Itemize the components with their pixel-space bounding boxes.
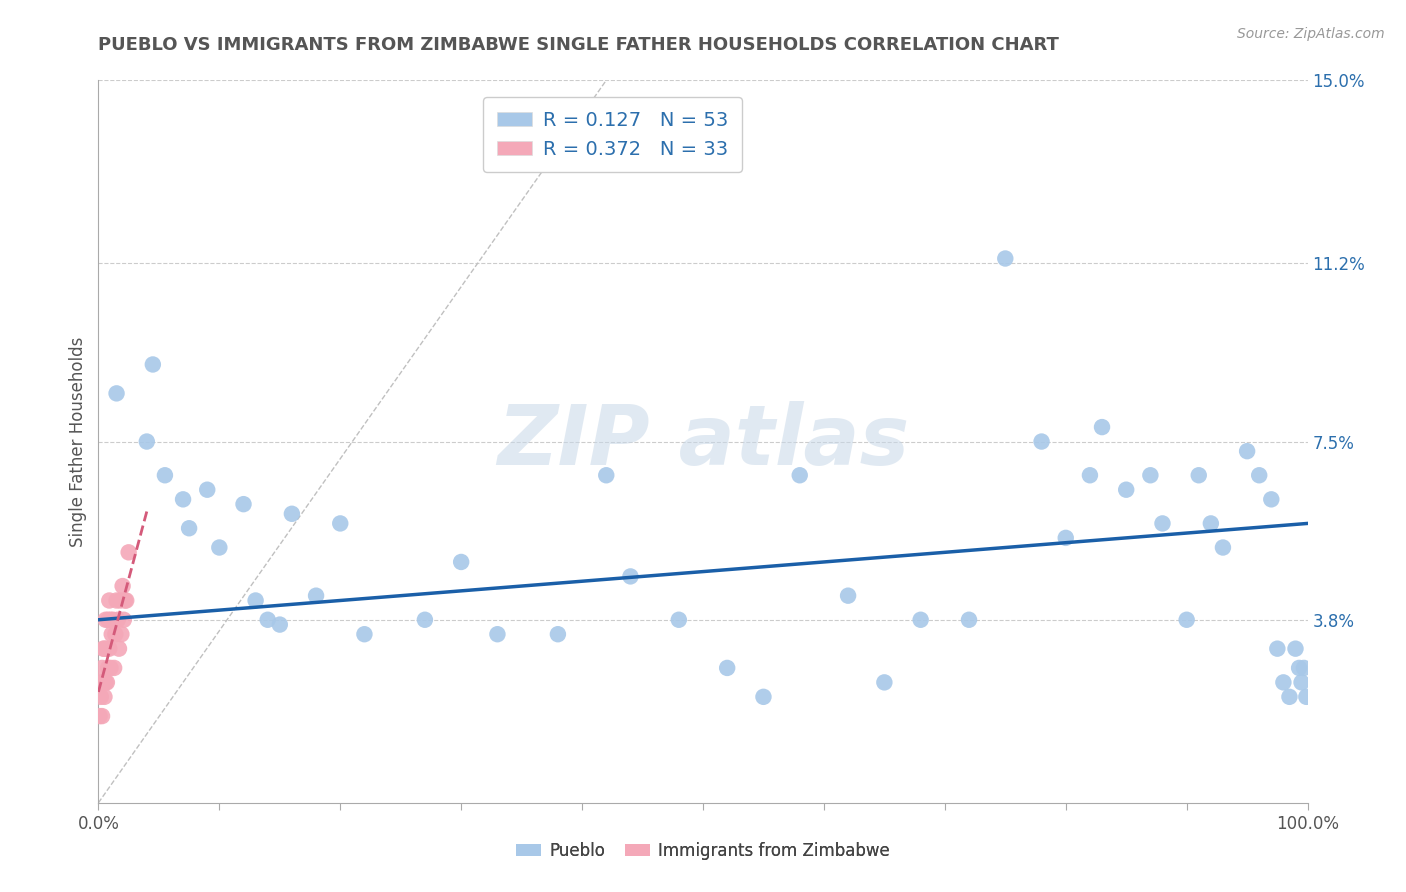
Point <box>1139 468 1161 483</box>
Point <box>97 661 120 675</box>
Point <box>873 675 896 690</box>
Point <box>547 627 569 641</box>
Point <box>1188 468 1211 483</box>
Point <box>91 641 114 656</box>
Point <box>1249 468 1271 483</box>
Point <box>994 252 1017 266</box>
Point <box>90 675 112 690</box>
Point <box>111 579 134 593</box>
Point <box>179 521 201 535</box>
Point <box>93 641 115 656</box>
Point <box>98 593 121 607</box>
Point <box>114 593 136 607</box>
Point <box>789 468 811 483</box>
Point <box>1295 690 1317 704</box>
Point <box>1199 516 1222 531</box>
Point <box>353 627 375 641</box>
Point <box>595 468 617 483</box>
Point <box>97 613 120 627</box>
Point <box>91 709 114 723</box>
Point <box>619 569 641 583</box>
Point <box>118 545 141 559</box>
Point <box>1292 661 1315 675</box>
Point <box>108 593 131 607</box>
Point <box>413 613 436 627</box>
Point <box>1091 420 1114 434</box>
Point <box>108 641 131 656</box>
Point <box>90 690 112 704</box>
Point <box>1031 434 1053 449</box>
Point <box>91 675 114 690</box>
Point <box>1175 613 1198 627</box>
Point <box>1054 531 1077 545</box>
Text: PUEBLO VS IMMIGRANTS FROM ZIMBABWE SINGLE FATHER HOUSEHOLDS CORRELATION CHART: PUEBLO VS IMMIGRANTS FROM ZIMBABWE SINGL… <box>98 36 1059 54</box>
Y-axis label: Single Father Households: Single Father Households <box>69 336 87 547</box>
Point <box>153 468 176 483</box>
Point <box>100 613 122 627</box>
Point <box>1152 516 1174 531</box>
Point <box>1212 541 1234 555</box>
Point <box>195 483 218 497</box>
Point <box>281 507 304 521</box>
Point <box>1288 661 1310 675</box>
Point <box>105 593 128 607</box>
Point <box>1078 468 1101 483</box>
Point <box>957 613 980 627</box>
Point <box>208 541 231 555</box>
Point <box>668 613 690 627</box>
Point <box>89 709 111 723</box>
Point <box>107 613 129 627</box>
Point <box>910 613 932 627</box>
Point <box>245 593 267 607</box>
Point <box>1284 641 1306 656</box>
Point <box>91 661 114 675</box>
Point <box>486 627 509 641</box>
Point <box>100 627 122 641</box>
Point <box>112 613 135 627</box>
Point <box>1272 675 1295 690</box>
Point <box>752 690 775 704</box>
Point <box>103 661 125 675</box>
Point <box>305 589 328 603</box>
Point <box>172 492 194 507</box>
Point <box>96 675 118 690</box>
Point <box>1278 690 1301 704</box>
Point <box>256 613 278 627</box>
Point <box>101 613 124 627</box>
Point <box>93 690 115 704</box>
Point <box>94 613 117 627</box>
Point <box>1236 444 1258 458</box>
Point <box>98 641 121 656</box>
Point <box>94 675 117 690</box>
Point <box>716 661 738 675</box>
Point <box>269 617 291 632</box>
Point <box>1115 483 1137 497</box>
Point <box>837 589 859 603</box>
Point <box>135 434 157 449</box>
Point <box>110 627 132 641</box>
Text: Source: ZipAtlas.com: Source: ZipAtlas.com <box>1237 27 1385 41</box>
Legend: Pueblo, Immigrants from Zimbabwe: Pueblo, Immigrants from Zimbabwe <box>509 836 897 867</box>
Point <box>96 641 118 656</box>
Point <box>450 555 472 569</box>
Point <box>104 627 127 641</box>
Point <box>1267 641 1289 656</box>
Point <box>115 593 138 607</box>
Point <box>142 358 165 372</box>
Point <box>232 497 254 511</box>
Point <box>329 516 352 531</box>
Point <box>1291 675 1313 690</box>
Point <box>1260 492 1282 507</box>
Point <box>105 386 128 401</box>
Text: ZIP atlas: ZIP atlas <box>496 401 910 482</box>
Point <box>100 661 122 675</box>
